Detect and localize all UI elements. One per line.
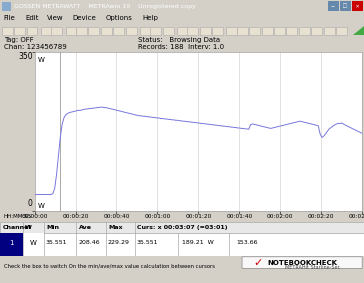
Text: 0: 0 (28, 199, 33, 208)
Bar (324, 27, 335, 35)
Text: Channel: Channel (3, 225, 31, 230)
Text: 00:01:00: 00:01:00 (144, 214, 171, 219)
Text: 00:01:40: 00:01:40 (226, 214, 253, 219)
Bar (299, 27, 310, 35)
Text: W: W (30, 239, 36, 246)
Bar (237, 27, 248, 35)
Text: Help: Help (142, 15, 158, 22)
Bar (286, 27, 297, 35)
Bar (311, 27, 322, 35)
Text: Chan: 123456789: Chan: 123456789 (4, 44, 66, 50)
Bar (187, 27, 198, 35)
Text: W: W (24, 225, 31, 230)
Bar (101, 27, 112, 35)
Text: 153.66: 153.66 (237, 240, 258, 245)
Text: 35.551: 35.551 (46, 240, 67, 245)
Text: □: □ (341, 4, 349, 8)
Text: 35.551: 35.551 (136, 240, 158, 245)
Text: ─: ─ (330, 4, 336, 8)
Bar (113, 27, 124, 35)
Bar (163, 27, 174, 35)
Bar (328, 1, 339, 11)
Text: Curs: x 00:03:07 (=03:01): Curs: x 00:03:07 (=03:01) (137, 225, 228, 230)
Text: GOSSEN METRAWATT    METRAwin 10    Unregistered copy: GOSSEN METRAWATT METRAwin 10 Unregistere… (14, 4, 196, 8)
Text: HH:MM:SS: HH:MM:SS (3, 214, 31, 219)
Bar (200, 27, 211, 35)
Bar (262, 27, 273, 35)
Text: 00:02:40: 00:02:40 (349, 214, 364, 219)
Bar (14, 27, 25, 35)
Text: 00:00:40: 00:00:40 (103, 214, 130, 219)
Bar (212, 27, 223, 35)
Text: Status:   Browsing Data: Status: Browsing Data (138, 37, 221, 43)
Text: W: W (38, 57, 45, 63)
Bar (2, 2, 11, 11)
Bar (41, 27, 52, 35)
Bar (249, 27, 260, 35)
Text: Tag: OFF: Tag: OFF (4, 37, 33, 43)
Text: Edit: Edit (25, 15, 39, 22)
Text: Check the box to switch On the min/ave/max value calculation between cursors: Check the box to switch On the min/ave/m… (4, 263, 215, 268)
Text: 350: 350 (18, 52, 33, 61)
Bar (126, 27, 136, 35)
Bar (352, 1, 363, 11)
Polygon shape (353, 26, 364, 35)
Bar (88, 27, 99, 35)
Bar (23, 233, 44, 256)
Text: 00:02:00: 00:02:00 (267, 214, 293, 219)
Text: Max: Max (108, 225, 123, 230)
Bar (0, 271, 364, 283)
Text: Records: 188  Interv: 1.0: Records: 188 Interv: 1.0 (138, 44, 225, 50)
Bar (150, 27, 161, 35)
Text: Options: Options (106, 15, 132, 22)
Bar (336, 27, 347, 35)
Bar (177, 27, 188, 35)
Text: 229.29: 229.29 (107, 240, 129, 245)
Text: 1: 1 (9, 239, 13, 246)
Text: ✕: ✕ (353, 4, 361, 8)
Bar (0, 256, 364, 271)
Bar (226, 27, 237, 35)
Text: 00:02:20: 00:02:20 (308, 214, 335, 219)
Text: 00:00:20: 00:00:20 (62, 214, 89, 219)
FancyBboxPatch shape (242, 257, 362, 268)
Text: 208.46: 208.46 (78, 240, 100, 245)
Text: 00:01:20: 00:01:20 (185, 214, 211, 219)
Bar (0, 233, 23, 256)
Text: W: W (38, 203, 45, 209)
Bar (66, 27, 76, 35)
Text: File: File (4, 15, 15, 22)
Text: ✓: ✓ (253, 258, 262, 267)
Bar (274, 27, 285, 35)
Bar (76, 27, 87, 35)
Text: 189.21  W: 189.21 W (182, 240, 214, 245)
Text: METRAHit Starline-Ser.: METRAHit Starline-Ser. (285, 265, 341, 270)
Bar (2, 27, 13, 35)
Text: Device: Device (73, 15, 96, 22)
Bar (140, 27, 151, 35)
Text: NOTEBOOKCHECK: NOTEBOOKCHECK (268, 260, 337, 265)
Text: Min: Min (46, 225, 59, 230)
Text: Ave: Ave (79, 225, 92, 230)
Text: 00:00:00: 00:00:00 (21, 214, 48, 219)
Bar (27, 27, 37, 35)
Bar (51, 27, 62, 35)
Text: View: View (47, 15, 64, 22)
Bar (340, 1, 351, 11)
